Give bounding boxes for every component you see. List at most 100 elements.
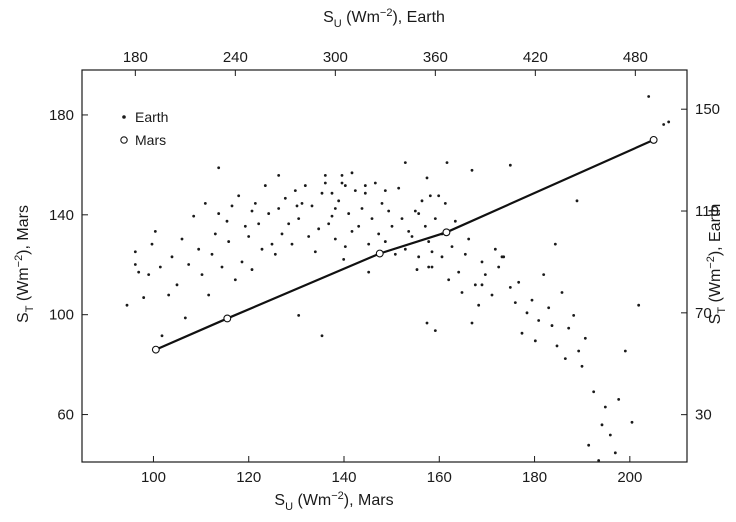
earth-point	[440, 255, 444, 259]
earth-point	[243, 224, 247, 228]
left-tick-label: 60	[57, 407, 74, 424]
earth-point	[428, 194, 432, 198]
legend-earth-label: Earth	[135, 109, 168, 125]
earth-point	[420, 199, 424, 203]
earth-point	[377, 232, 381, 236]
earth-point	[463, 252, 467, 256]
right-tick-label: 70	[695, 305, 712, 322]
earth-point	[333, 207, 337, 210]
earth-point	[550, 324, 554, 327]
earth-point	[330, 214, 334, 218]
earth-point	[425, 176, 429, 180]
earth-point	[225, 219, 229, 223]
top-tick-label: 420	[523, 49, 548, 66]
earth-point	[567, 326, 571, 330]
left-tick-label: 100	[49, 307, 74, 324]
earth-point	[572, 313, 576, 317]
top-tick-label: 240	[223, 49, 248, 66]
earth-point	[175, 283, 179, 287]
earth-point	[577, 349, 581, 353]
x-axis-label-top: SU (Wm−2), Earth	[323, 7, 445, 30]
earth-point	[530, 298, 534, 302]
bottom-tick-label: 160	[427, 469, 452, 486]
earth-point	[180, 237, 184, 241]
earth-point	[323, 173, 327, 177]
bottom-tick-label: 200	[617, 469, 642, 486]
earth-point	[303, 184, 307, 187]
earth-point	[560, 291, 564, 294]
earth-point	[353, 189, 357, 193]
earth-point	[340, 181, 344, 185]
earth-point	[603, 405, 607, 409]
right-tick-label: 110	[695, 203, 719, 220]
earth-point	[430, 265, 434, 269]
earth-point	[197, 247, 201, 251]
earth-point	[493, 247, 497, 251]
earth-point	[273, 252, 277, 256]
earth-point	[250, 209, 254, 213]
earth-point	[160, 334, 164, 338]
earth-point	[370, 217, 374, 221]
earth-point	[343, 184, 347, 187]
earth-point	[480, 283, 484, 287]
right-tick-label: 30	[695, 407, 712, 424]
earth-point	[477, 303, 481, 307]
earth-point	[623, 349, 627, 353]
top-tick-label: 300	[323, 49, 348, 66]
earth-point	[153, 229, 157, 233]
earth-point	[233, 278, 237, 282]
earth-point	[300, 201, 304, 205]
earth-point	[147, 273, 151, 277]
earth-point	[575, 199, 579, 203]
earth-point	[410, 235, 414, 238]
earth-point	[337, 199, 341, 203]
earth-point	[327, 222, 331, 226]
earth-point	[525, 311, 529, 315]
earth-point	[297, 217, 301, 221]
earth-point	[192, 214, 196, 218]
earth-point	[473, 283, 477, 287]
earth-point	[200, 273, 204, 277]
earth-point	[533, 339, 537, 343]
earth-point	[513, 301, 517, 305]
earth-point	[425, 321, 429, 325]
earth-point	[295, 204, 299, 208]
earth-point	[667, 120, 671, 124]
earth-point	[450, 245, 454, 249]
earth-point	[433, 329, 437, 333]
earth-point	[520, 331, 524, 335]
top-tick-label: 480	[623, 49, 648, 66]
earth-point	[350, 229, 354, 233]
legend-mars-marker	[120, 136, 128, 144]
earth-point	[387, 209, 391, 213]
earth-point	[142, 296, 146, 299]
earth-point	[360, 207, 364, 210]
earth-point	[227, 240, 231, 243]
earth-point	[307, 235, 311, 238]
earth-point	[343, 245, 347, 249]
earth-point	[357, 224, 361, 228]
earth-point	[433, 217, 437, 221]
earth-point	[210, 252, 214, 256]
earth-point	[383, 240, 387, 243]
earth-point	[207, 293, 211, 297]
mars-point	[151, 345, 160, 354]
earth-point	[133, 263, 137, 266]
earth-point	[347, 212, 351, 215]
earth-point	[290, 242, 294, 246]
earth-point	[125, 303, 129, 307]
right-tick-label: 150	[695, 101, 720, 118]
earth-point	[397, 186, 401, 190]
earth-point	[547, 306, 551, 310]
bottom-tick-label: 180	[522, 469, 547, 486]
top-tick-label: 360	[423, 49, 448, 66]
earth-point	[133, 250, 137, 254]
earth-point	[613, 451, 617, 455]
earth-point	[260, 247, 264, 251]
earth-point	[403, 161, 407, 165]
earth-point	[637, 303, 641, 307]
earth-point	[257, 222, 261, 226]
earth-point	[400, 217, 404, 221]
earth-point	[597, 459, 601, 462]
earth-point	[553, 242, 557, 246]
